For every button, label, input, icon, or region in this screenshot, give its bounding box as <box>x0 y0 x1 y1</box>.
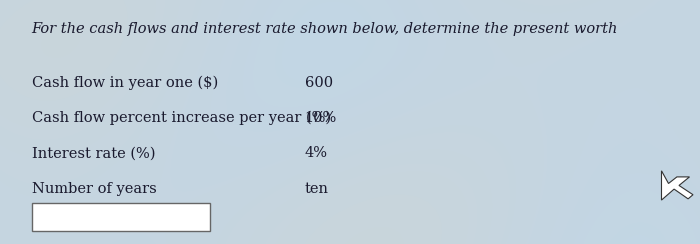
Polygon shape <box>662 171 693 200</box>
Text: ten: ten <box>304 182 328 196</box>
Text: Cash flow in year one ($): Cash flow in year one ($) <box>32 76 218 90</box>
Text: Interest rate (%): Interest rate (%) <box>32 146 155 160</box>
Text: Cash flow percent increase per year (%): Cash flow percent increase per year (%) <box>32 111 330 125</box>
Text: For the cash flows and interest rate shown below, determine the present worth: For the cash flows and interest rate sho… <box>32 22 618 36</box>
Text: 10%: 10% <box>304 111 337 125</box>
Text: 4%: 4% <box>304 146 328 160</box>
Text: 600: 600 <box>304 76 332 90</box>
Text: Number of years: Number of years <box>32 182 156 196</box>
FancyBboxPatch shape <box>32 203 210 231</box>
